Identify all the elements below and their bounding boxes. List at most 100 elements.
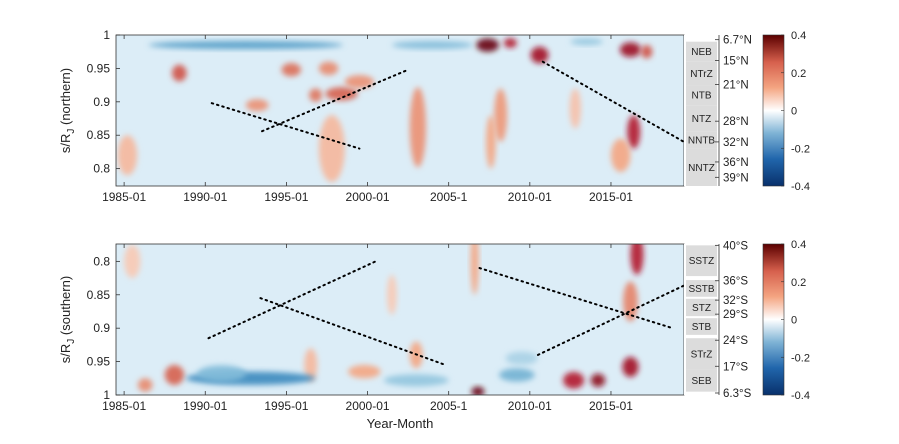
heatmap-cells [117,38,653,182]
heatmap-feature [387,274,397,315]
heatmap-feature [304,348,318,382]
heatmap-feature [148,41,344,50]
band-box [686,105,717,132]
band-label: STZ [692,303,711,314]
trend-dotted-line [207,260,377,340]
heatmap-feature [476,38,499,52]
heatmap-feature [590,373,606,387]
colorbar-tick-label: 0 [791,106,797,118]
trend-dotted-line [536,284,684,356]
heatmap-feature [409,87,426,168]
heatmap-feature [281,63,302,77]
latitude-label: 32°N [723,137,749,149]
heatmap-feature [164,364,185,385]
latitude-label: 28°N [723,116,749,128]
colorbar-tick-label: 0.2 [791,277,806,289]
latitude-label: 24°S [723,335,748,347]
colorbar [762,243,785,396]
band-label: SSTZ [689,256,715,267]
x-tick-label: 1990-01 [183,190,227,204]
latitude-label: 36°N [723,157,749,169]
heatmap-feature [470,244,479,295]
y-tick-label: 0.9 [93,321,110,335]
band-label: SSTB [688,284,714,295]
x-tick-label: 1985-01 [102,399,146,413]
latitude-label: 39°N [723,172,749,184]
trend-dotted-line [261,68,410,133]
band-box [686,85,717,106]
colorbar-tick-label: -0.4 [791,390,810,402]
x-axis-label: Year-Month [367,416,434,431]
trend-dotted-line [210,102,361,150]
panel-northern: 1985-01 1990-01 1995-01 2000-01 2005-1 2010-0… [58,28,810,204]
heatmap-feature [309,88,323,102]
heatmap-feature [318,61,339,76]
x-tick-label: 2000-01 [346,399,390,413]
x-tick-label: 2000-01 [346,190,390,204]
band-box [686,41,717,62]
band-box [686,131,717,149]
band-box [686,298,717,317]
y-tick-label: 0.95 [87,355,111,369]
latitude-label: 6.7°N [723,35,752,47]
band-box [686,280,717,297]
y-axis-label: s/RJ (southern) [58,276,77,363]
heatmap-feature [570,38,603,46]
band-box [686,148,717,186]
colorbar-tick-label: -0.2 [791,143,810,155]
heatmap-background [116,35,684,186]
colorbar-tick-label: 0.4 [791,239,806,251]
latitude-label: 40°S [723,240,748,252]
band-box [686,369,717,392]
heatmap-feature [623,281,638,322]
latitude-label: 21°N [723,79,749,91]
latitude-label: 6.3°S [723,388,752,400]
heatmap-cells [124,244,644,395]
heatmap-feature [391,41,474,50]
heatmap-feature [137,378,153,392]
y-tick-label: 0.95 [87,61,111,75]
heatmap-feature [530,46,549,64]
latitude-label: 15°N [723,55,749,67]
colorbar-tick-label: 0 [791,315,797,327]
band-box [686,318,717,335]
x-tick-label: 2015-01 [589,190,633,204]
heatmap-feature [171,64,187,82]
heatmap-feature [486,115,496,169]
colorbar [762,34,785,187]
heatmap-feature [563,371,585,389]
heatmap-feature [503,38,517,49]
heatmap-feature [471,386,485,395]
band-label: SEB [691,376,711,387]
heatmap-feature [245,99,269,112]
latitude-label: 32°S [723,295,748,307]
heatmap-feature [569,88,581,129]
heatmap-feature [117,135,138,176]
y-axis-label: s/RJ (northern) [58,68,77,153]
x-tick-label: 2010-01 [508,399,552,413]
y-tick-label: 0.8 [93,254,110,268]
colorbar-tick-label: -0.2 [791,352,810,364]
heatmap-feature [630,244,644,275]
trend-dotted-line [541,60,684,143]
y-tick-label: 0.9 [93,95,110,109]
latitude-label: 17°S [723,361,748,373]
band-label: NNTB [688,136,716,147]
heatmap-feature [197,365,246,382]
trend-dotted-line [478,267,674,330]
x-tick-label: 1985-01 [102,190,146,204]
heatmap-feature [124,244,141,279]
heatmap-feature [318,115,345,182]
heatmap-feature [348,364,381,379]
heatmap-feature [619,42,641,58]
heatmap-feature [325,87,358,101]
heatmap-feature [344,75,375,89]
latitude-label: 29°S [723,309,748,321]
y-tick-label: 0.85 [87,128,111,142]
band-label: NNTZ [688,163,715,174]
heatmap-feature [610,138,631,172]
heatmap-feature [383,374,449,387]
y-tick-label: 0.8 [93,162,110,176]
x-tick-label: 1990-01 [183,399,227,413]
